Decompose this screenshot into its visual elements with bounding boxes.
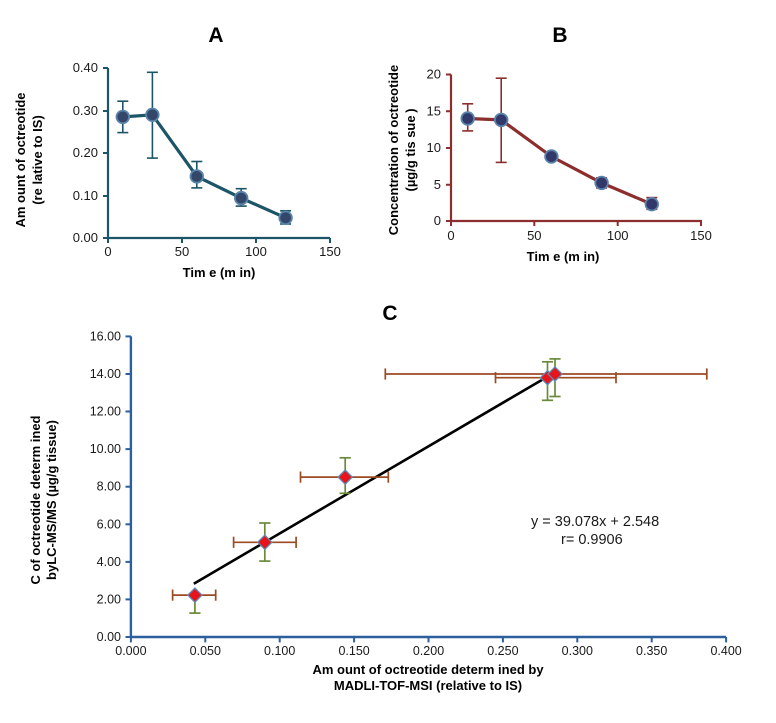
svg-text:Tim e (m in): Tim e (m in) [527, 249, 600, 264]
svg-text:0.40: 0.40 [73, 60, 98, 75]
svg-text:Am ount of octreotide determ: Am ount of octreotide determ ined by [312, 662, 544, 677]
svg-text:Concentration of octreotide: Concentration of octreotide [388, 65, 401, 235]
svg-text:10: 10 [427, 140, 441, 155]
svg-text:0.200: 0.200 [413, 644, 444, 658]
svg-text:0: 0 [104, 244, 111, 259]
svg-text:8.00: 8.00 [97, 480, 121, 494]
svg-text:12.00: 12.00 [90, 405, 121, 419]
svg-text:B: B [552, 24, 567, 47]
svg-text:r= 0.9906: r= 0.9906 [561, 532, 623, 548]
svg-text:16.00: 16.00 [90, 329, 121, 343]
svg-text:byLC-MS/MS (µg/g tissue): byLC-MS/MS (µg/g tissue) [44, 420, 59, 580]
svg-text:150: 150 [319, 244, 341, 259]
svg-text:0.00: 0.00 [73, 230, 98, 245]
svg-text:0.100: 0.100 [264, 644, 295, 658]
svg-text:0.10: 0.10 [73, 188, 98, 203]
svg-text:5: 5 [434, 177, 441, 192]
svg-text:0.20: 0.20 [73, 145, 98, 160]
svg-text:4.00: 4.00 [97, 555, 121, 569]
svg-text:(re lative to IS): (re lative to IS) [30, 115, 45, 205]
svg-text:14.00: 14.00 [90, 367, 121, 381]
svg-text:0.250: 0.250 [487, 644, 518, 658]
svg-text:Am ount of octreotide: Am ount of octreotide [13, 92, 28, 227]
svg-text:20: 20 [427, 67, 441, 82]
svg-text:0.050: 0.050 [190, 644, 221, 658]
svg-text:0.000: 0.000 [115, 644, 146, 658]
svg-text:C of octreotide determ ined: C of octreotide determ ined [28, 415, 43, 584]
svg-text:(µg/g tis sue ): (µg/g tis sue ) [403, 108, 418, 191]
svg-text:0.30: 0.30 [73, 103, 98, 118]
svg-text:6.00: 6.00 [97, 517, 121, 531]
svg-text:2.00: 2.00 [97, 592, 121, 606]
svg-text:15: 15 [427, 103, 441, 118]
svg-text:50: 50 [527, 228, 541, 243]
svg-text:0: 0 [434, 213, 441, 228]
svg-text:0.300: 0.300 [562, 644, 593, 658]
svg-text:Tim e (m in): Tim e (m in) [183, 265, 256, 280]
svg-text:C: C [382, 302, 397, 325]
svg-text:10.00: 10.00 [90, 442, 121, 456]
svg-text:0.350: 0.350 [636, 644, 667, 658]
svg-text:0.150: 0.150 [338, 644, 369, 658]
svg-text:100: 100 [245, 244, 267, 259]
svg-text:50: 50 [175, 244, 189, 259]
svg-text:y = 39.078x + 2.548: y = 39.078x + 2.548 [531, 514, 659, 530]
svg-text:0: 0 [447, 228, 454, 243]
svg-text:A: A [208, 24, 223, 47]
svg-text:100: 100 [607, 228, 629, 243]
svg-text:MADLI-TOF-MSI (relative to IS: MADLI-TOF-MSI (relative to IS) [334, 678, 522, 693]
svg-text:0.00: 0.00 [97, 630, 121, 644]
svg-text:150: 150 [690, 228, 712, 243]
svg-text:0.400: 0.400 [710, 644, 741, 658]
